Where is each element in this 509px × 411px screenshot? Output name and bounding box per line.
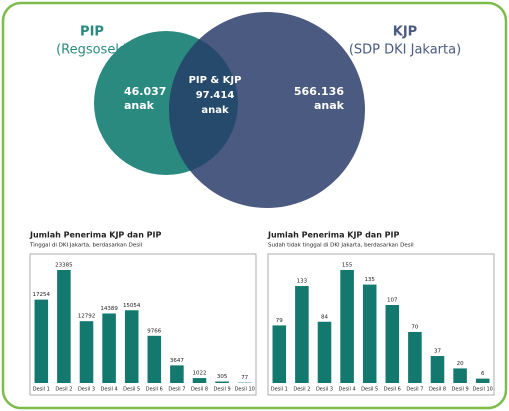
chart-subtitle: Sudah tidak tinggal di DKI Jakarta, berd… [268, 243, 414, 249]
value-label: 155 [342, 263, 353, 269]
value-label: 77 [241, 375, 248, 381]
overlap-title: PIP & KJP [189, 75, 242, 86]
chart-box [29, 253, 257, 396]
x-tick-label: Desil 10 [235, 387, 255, 393]
x-tick-label: Desil 2 [55, 387, 72, 393]
value-label: 20 [457, 361, 464, 367]
pip-value: 46.037 [124, 85, 166, 98]
bar [340, 270, 354, 383]
value-label: 305 [217, 374, 228, 380]
x-tick-label: Desil 5 [361, 387, 378, 393]
bar [430, 356, 445, 383]
bar [124, 310, 139, 383]
x-tick-label: Desil 3 [316, 387, 333, 393]
value-label: 23385 [55, 263, 73, 269]
x-tick-label: Desil 8 [191, 387, 208, 393]
chart-title: Jumlah Penerima KJP dan PIP [267, 231, 400, 240]
bar [453, 368, 467, 383]
value-label: 107 [387, 297, 398, 303]
bar [408, 331, 422, 383]
chart-box [267, 253, 495, 396]
value-label: 6 [481, 371, 485, 377]
x-tick-label: Desil 1 [33, 387, 50, 393]
x-tick-label: Desil 10 [473, 387, 493, 393]
overlap-unit: anak [201, 105, 229, 116]
x-tick-label: Desil 8 [429, 387, 446, 393]
bar [317, 321, 332, 383]
bar [34, 299, 49, 383]
pip-unit: anak [124, 99, 155, 112]
value-label: 37 [434, 349, 441, 355]
bar [215, 381, 229, 383]
x-tick-label: Desil 6 [146, 387, 163, 393]
x-tick-label: Desil 9 [214, 387, 231, 393]
x-tick-label: Desil 9 [452, 387, 469, 393]
pip-title: PIP [80, 25, 104, 40]
bar [385, 304, 400, 383]
pip-subtitle: (Regsosek) [56, 43, 128, 58]
x-tick-label: Desil 1 [271, 387, 288, 393]
kjp-unit: anak [314, 99, 345, 112]
value-label: 3647 [170, 358, 184, 364]
x-tick-label: Desil 3 [78, 387, 95, 393]
bar [102, 313, 116, 383]
value-label: 15054 [123, 303, 141, 309]
bar [147, 335, 162, 383]
bar [295, 286, 309, 383]
value-label: 17254 [33, 292, 51, 298]
bar [192, 378, 207, 383]
bar [475, 378, 490, 383]
x-tick-label: Desil 5 [123, 387, 140, 393]
chart-subtitle: Tinggal di DKI Jakarta, berdasarkan Desi… [29, 243, 143, 249]
value-label: 70 [411, 324, 418, 330]
x-tick-label: Desil 6 [384, 387, 401, 393]
value-label: 135 [364, 277, 375, 283]
bar [57, 270, 71, 383]
bar [362, 284, 377, 383]
value-label: 14389 [100, 306, 118, 312]
bar [79, 321, 94, 383]
x-tick-label: Desil 4 [339, 387, 356, 393]
kjp-value: 566.136 [294, 85, 344, 98]
overlap-value: 97.414 [196, 90, 235, 101]
x-tick-label: Desil 7 [168, 387, 185, 393]
value-label: 1022 [193, 371, 207, 377]
value-label: 133 [297, 279, 308, 285]
value-label: 79 [276, 318, 283, 324]
value-label: 12792 [78, 314, 96, 320]
x-tick-label: Desil 2 [293, 387, 310, 393]
value-label: 84 [321, 314, 328, 320]
x-tick-label: Desil 4 [101, 387, 118, 393]
value-label: 9766 [147, 328, 161, 334]
kjp-subtitle: (SDP DKI Jakarta) [349, 43, 461, 58]
kjp-title: KJP [393, 25, 417, 40]
bar [272, 325, 287, 383]
x-tick-label: Desil 7 [406, 387, 423, 393]
chart-title: Jumlah Penerima KJP dan PIP [29, 231, 162, 240]
bar [170, 365, 184, 383]
